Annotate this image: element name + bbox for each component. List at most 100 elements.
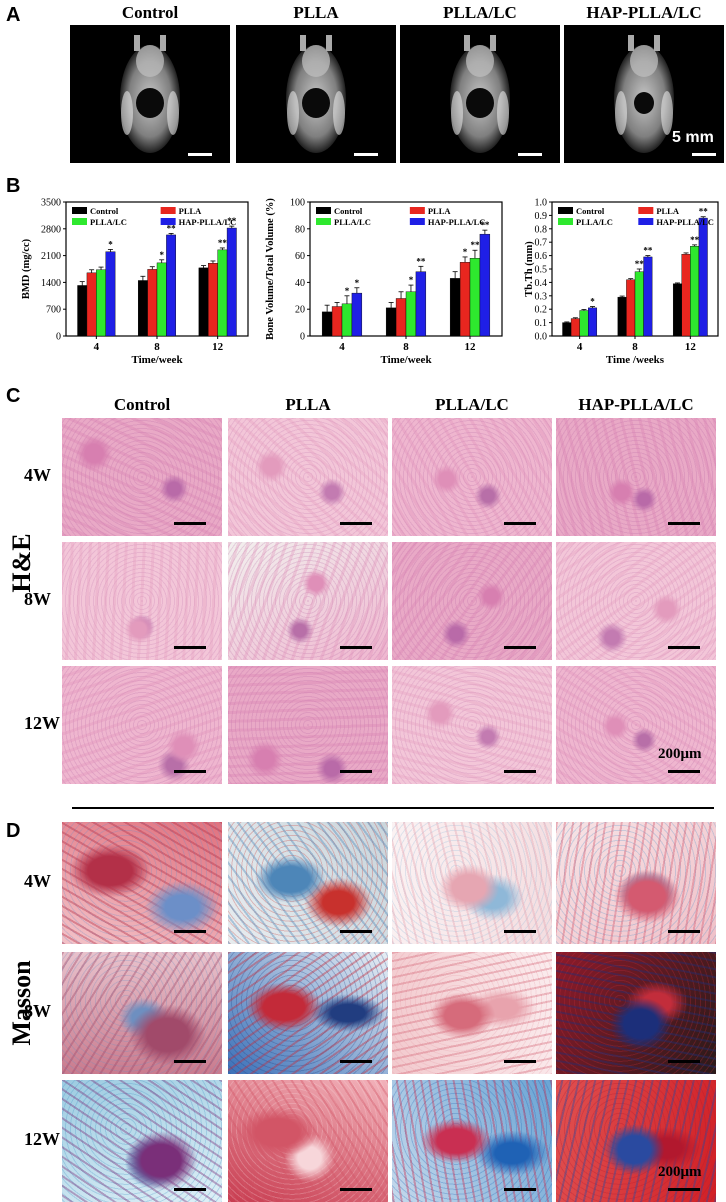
ct-column-label: HAP-PLLA/LC [586,3,702,22]
legend-label: HAP-PLLA/LC [656,217,714,227]
skull-scan-graphic [450,35,510,153]
scale-bar [174,770,206,773]
x-tick-label: 8 [632,341,638,353]
significance-mark: ** [470,240,480,250]
masson-histology-image [392,822,552,944]
legend-swatch [409,218,425,225]
he-column-label: HAP-PLLA/LC [578,395,694,414]
significance-mark: ** [699,207,709,217]
significance-mark: ** [643,246,653,256]
bar [86,272,97,337]
bar [226,227,237,337]
masson-histology-image [228,952,388,1074]
scale-bar [340,646,372,649]
y-axis-label: Tb.Th (mm) [524,241,535,297]
y-axis-label: BMD (mg/cc) [21,238,32,299]
tb-th-chart: 0.0 0.1 0.2 0.3 0.4 0.5 0.6 0.7 0.8 0.9 1.0 Tb.Th (… [524,198,719,366]
panel-label-d: D [6,820,21,842]
ct-column-label: Control [121,3,179,22]
stain-label-he: H&E [7,533,36,593]
scale-bar [174,1060,206,1063]
he-histology-image [392,542,552,660]
y-tick-label: 0.0 [535,332,548,343]
y-tick-label: 0.8 [535,224,548,235]
y-tick-label: 0.4 [535,278,548,289]
significance-mark: ** [218,238,228,248]
scale-bar [668,1060,700,1063]
significance-mark: ** [227,216,237,226]
y-tick-label: 0.7 [535,238,548,249]
legend-swatch [558,207,573,214]
legend-label: HAP-PLLA/LC [428,217,486,227]
bar [698,217,708,337]
masson-histology-image: 200μm [556,1080,716,1202]
y-tick-label: 0.6 [535,251,548,262]
significance-mark: ** [416,256,426,266]
legend-swatch [409,207,425,214]
y-tick-label: 2800 [41,224,61,235]
scale-bar [174,930,206,933]
bar [137,280,148,337]
scale-bar [668,522,700,525]
panel-label-b: B [6,175,21,197]
x-tick-label: 8 [154,341,160,353]
he-histology-image [392,418,552,536]
scale-bar [504,1060,536,1063]
he-histology-image [392,666,552,784]
bar [77,285,88,337]
bar [166,234,177,337]
he-row-label: 8W [24,589,51,609]
significance-mark: ** [167,223,177,233]
bar [617,296,627,337]
y-tick-label: 0.3 [535,291,548,302]
masson-histology-image [556,952,716,1074]
bar [208,263,218,337]
legend-label: Control [576,206,605,216]
scale-bar [668,1188,700,1191]
scale-bar [354,153,378,156]
significance-mark: * [590,297,595,307]
x-axis-label: Time/week [131,354,183,366]
y-tick-label: 2100 [41,251,61,262]
he-histology-image [62,542,222,660]
y-tick-label: 1400 [41,278,61,289]
legend-swatch [558,218,573,225]
x-tick-label: 12 [465,341,477,353]
bar [459,262,471,337]
bar [105,251,116,337]
significance-mark: * [463,247,468,257]
x-tick-label: 4 [577,341,583,353]
he-row-label: 4W [24,465,51,485]
legend-label: PLLA/LC [576,217,613,227]
scale-bar [668,770,700,773]
bar [570,318,580,337]
legend-label: PLLA/LC [90,217,127,227]
x-tick-label: 12 [212,341,224,353]
bar [562,322,572,337]
x-axis-label: Time/week [380,354,432,366]
he-histology-image [228,666,388,784]
micro-ct-image: 5 mm [564,25,724,163]
y-tick-label: 0.1 [535,318,548,329]
y-tick-label: 700 [46,305,61,316]
scale-bar [504,1188,536,1191]
scale-bar [692,153,716,156]
bar [96,269,106,337]
bar [681,254,691,337]
bar [588,307,598,337]
skull-scan-graphic [614,35,674,153]
significance-mark: * [108,239,113,249]
scale-bar [174,522,206,525]
skull-scan-graphic [286,35,346,153]
scale-bar [668,930,700,933]
scale-bar [668,646,700,649]
scale-bar [174,1188,206,1191]
he-histology-image [228,418,388,536]
scale-bar [174,646,206,649]
bar [198,267,209,337]
he-row-label: 12W [24,713,60,733]
significance-mark: ** [480,220,490,230]
he-histology-image: 200μm [556,666,716,784]
bar [672,283,682,337]
histology-scale-text: 200μm [658,1164,702,1180]
